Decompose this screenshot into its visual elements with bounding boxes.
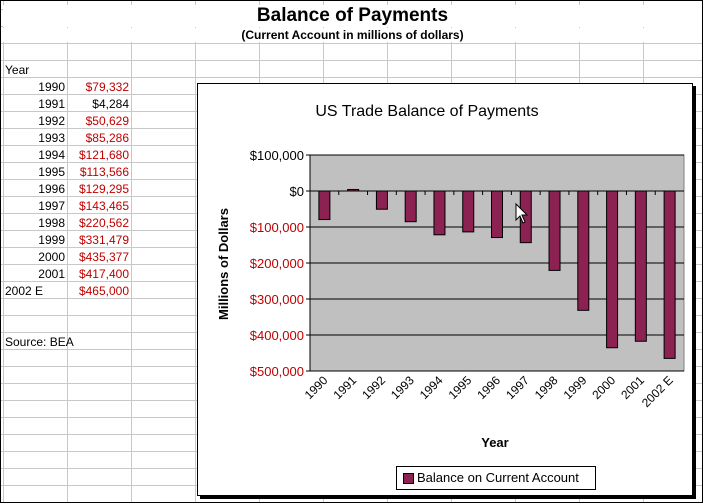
- bar: [318, 190, 331, 221]
- source-cell[interactable]: Source: BEA: [5, 335, 74, 349]
- row-year-cell[interactable]: 1998: [38, 216, 65, 230]
- row-value-cell[interactable]: $85,286: [85, 131, 129, 145]
- row-year-cell[interactable]: 1997: [38, 199, 65, 213]
- row-year-cell[interactable]: 2001: [38, 267, 65, 281]
- bar: [577, 190, 590, 311]
- x-tick-label: 1994: [417, 373, 446, 402]
- mouse-cursor-icon: [515, 202, 529, 224]
- year-header-cell[interactable]: Year: [5, 63, 30, 77]
- x-axis-title: Year: [481, 435, 508, 450]
- legend-swatch: [403, 473, 414, 484]
- y-tick-label: $400,000: [250, 328, 304, 343]
- row-year-cell[interactable]: 1991: [38, 97, 65, 111]
- bar: [375, 190, 388, 210]
- bar: [663, 190, 676, 359]
- row-year-cell[interactable]: 1992: [38, 114, 65, 128]
- row-value-cell[interactable]: $220,562: [78, 216, 129, 230]
- row-value-cell[interactable]: $113,566: [79, 165, 129, 179]
- x-tick-label: 2002 E: [639, 373, 676, 410]
- row-year-cell[interactable]: 1993: [38, 131, 65, 145]
- x-tick-label: 1997: [503, 373, 532, 402]
- y-tick-label: $200,000: [250, 256, 304, 271]
- bar: [606, 190, 619, 349]
- chart-title: US Trade Balance of Payments: [315, 103, 538, 120]
- bar: [462, 190, 475, 233]
- x-tick-label: 2000: [589, 373, 618, 402]
- row-year-cell[interactable]: 2000: [38, 250, 65, 264]
- legend-label: Balance on Current Account: [417, 470, 579, 485]
- y-tick-label: $100,000: [250, 148, 304, 163]
- row-value-cell[interactable]: $50,629: [85, 114, 129, 128]
- bar: [491, 190, 503, 239]
- x-tick-label: 1991: [330, 373, 359, 402]
- row-value-cell[interactable]: $79,332: [85, 80, 129, 94]
- row-value-cell[interactable]: $143,465: [78, 199, 129, 213]
- x-tick-label: 1992: [359, 373, 388, 402]
- y-tick-label: $500,000: [250, 364, 304, 379]
- row-year-cell[interactable]: 1994: [38, 148, 65, 162]
- row-year-cell[interactable]: 2002 E: [5, 284, 44, 298]
- row-value-cell[interactable]: $4,284: [92, 97, 129, 111]
- row-value-cell[interactable]: $121,680: [78, 148, 129, 162]
- bar: [548, 190, 561, 271]
- sheet-title[interactable]: Balance of Payments: [3, 5, 702, 27]
- y-tick-label: $300,000: [250, 292, 304, 307]
- row-value-cell[interactable]: $417,400: [78, 267, 129, 281]
- row-year-cell[interactable]: 1990: [38, 80, 65, 94]
- bar: [404, 190, 417, 223]
- x-tick-label: 1990: [302, 373, 331, 402]
- row-year-cell[interactable]: 1996: [38, 182, 65, 196]
- chart-object[interactable]: $100,000 $0 $100,000 $200,000 $300,000 $400,0…: [197, 83, 693, 496]
- bar: [634, 190, 647, 342]
- x-tick-label: 1993: [388, 373, 417, 402]
- row-value-cell[interactable]: $331,479: [78, 233, 129, 247]
- chart-legend[interactable]: Balance on Current Account: [396, 466, 596, 490]
- chart-svg: $100,000 $0 $100,000 $200,000 $300,000 $400,0…: [216, 103, 685, 450]
- row-value-cell[interactable]: $435,377: [78, 250, 129, 264]
- row-value-cell[interactable]: $129,295: [78, 182, 129, 196]
- x-tick-label: 1999: [561, 373, 590, 402]
- y-tick-label: $0: [290, 184, 304, 199]
- x-tick-label: 1995: [446, 373, 475, 402]
- y-axis-title: Millions of Dollars: [216, 208, 231, 320]
- sheet-subtitle[interactable]: (Current Account in millions of dollars): [3, 28, 702, 42]
- row-year-cell[interactable]: 1999: [38, 233, 65, 247]
- x-tick-label: 1996: [474, 373, 503, 402]
- y-tick-label: $100,000: [250, 220, 304, 235]
- bar: [433, 190, 446, 236]
- row-value-cell[interactable]: $465,000: [78, 284, 129, 298]
- row-year-cell[interactable]: 1995: [38, 165, 65, 179]
- x-tick-label: 1998: [532, 373, 561, 402]
